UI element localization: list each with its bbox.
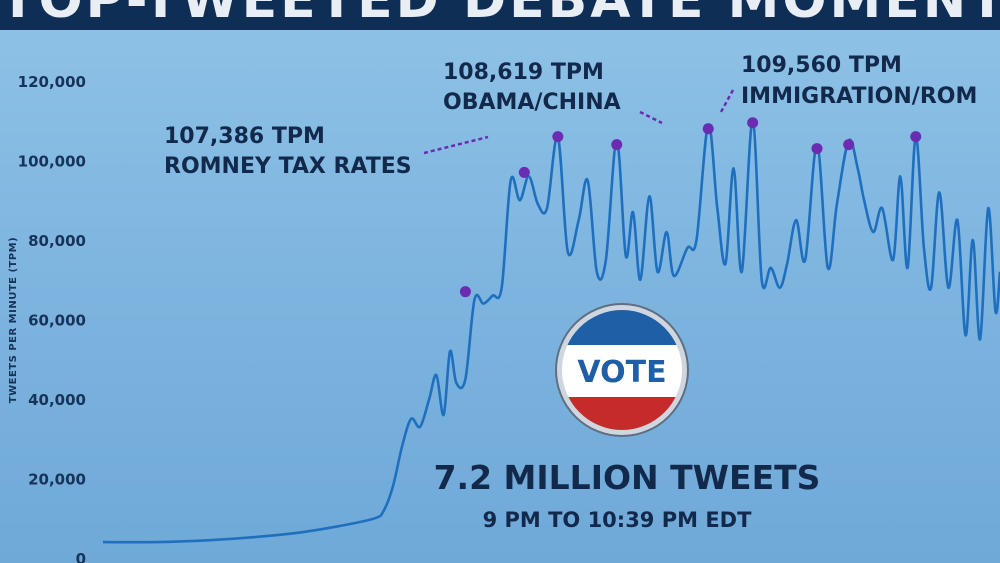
annotation-immigration: 109,560 TPM IMMIGRATION/ROM: [719, 53, 977, 113]
peak-marker: [702, 123, 714, 135]
annotation-immigration-label: IMMIGRATION/ROM: [741, 84, 977, 109]
y-tick-label: 100,000: [18, 153, 86, 171]
annotation-romney-tax: 107,386 TPM ROMNEY TAX RATES: [164, 124, 489, 179]
annotation-romney-pointer: [423, 135, 489, 155]
y-axis: 0 20,000 40,000 60,000 80,000 100,000 120,000: [18, 73, 86, 563]
y-tick-label: 0: [76, 550, 86, 563]
chart-title: TOP-TWEETED DEBATE MOMENTS: [0, 0, 1000, 30]
y-tick-label: 40,000: [28, 391, 86, 409]
y-tick-label: 120,000: [18, 73, 86, 91]
annotation-romney-label: ROMNEY TAX RATES: [164, 154, 412, 179]
peak-marker: [747, 117, 759, 129]
tpm-series-line: [102, 119, 1000, 544]
peak-marker: [910, 131, 922, 143]
summary-headline: 7.2 MILLION TWEETS: [434, 458, 821, 497]
y-tick-label: 20,000: [28, 471, 86, 489]
annotation-obama-china: 108,619 TPM OBAMA/CHINA: [443, 60, 663, 125]
markers-group: [459, 117, 922, 298]
peak-marker: [518, 166, 530, 178]
badge-text: VOTE: [577, 355, 666, 390]
annotation-obama-tpm: 108,619 TPM: [443, 60, 604, 85]
badge-white-band: [562, 345, 682, 397]
peak-marker: [611, 139, 623, 151]
y-tick-label: 60,000: [28, 312, 86, 330]
y-axis-label: TWEETS PER MINUTE (TPM): [8, 237, 19, 403]
annotation-immigration-tpm: 109,560 TPM: [741, 53, 902, 78]
y-tick-label: 80,000: [28, 232, 86, 250]
annotation-romney-tpm: 107,386 TPM: [164, 124, 325, 149]
peak-marker: [552, 131, 564, 143]
title-bar: TOP-TWEETED DEBATE MOMENTS: [0, 0, 1000, 30]
annotation-immigration-pointer: [719, 89, 735, 113]
annotation-obama-label: OBAMA/CHINA: [443, 90, 621, 115]
peak-marker: [459, 286, 471, 298]
peak-marker: [811, 143, 823, 155]
peak-marker: [843, 139, 855, 151]
series-group: [102, 119, 1000, 544]
summary-subline: 9 PM TO 10:39 PM EDT: [483, 508, 753, 532]
vote-badge: VOTE: [555, 303, 689, 437]
annotation-obama-pointer: [639, 110, 663, 125]
